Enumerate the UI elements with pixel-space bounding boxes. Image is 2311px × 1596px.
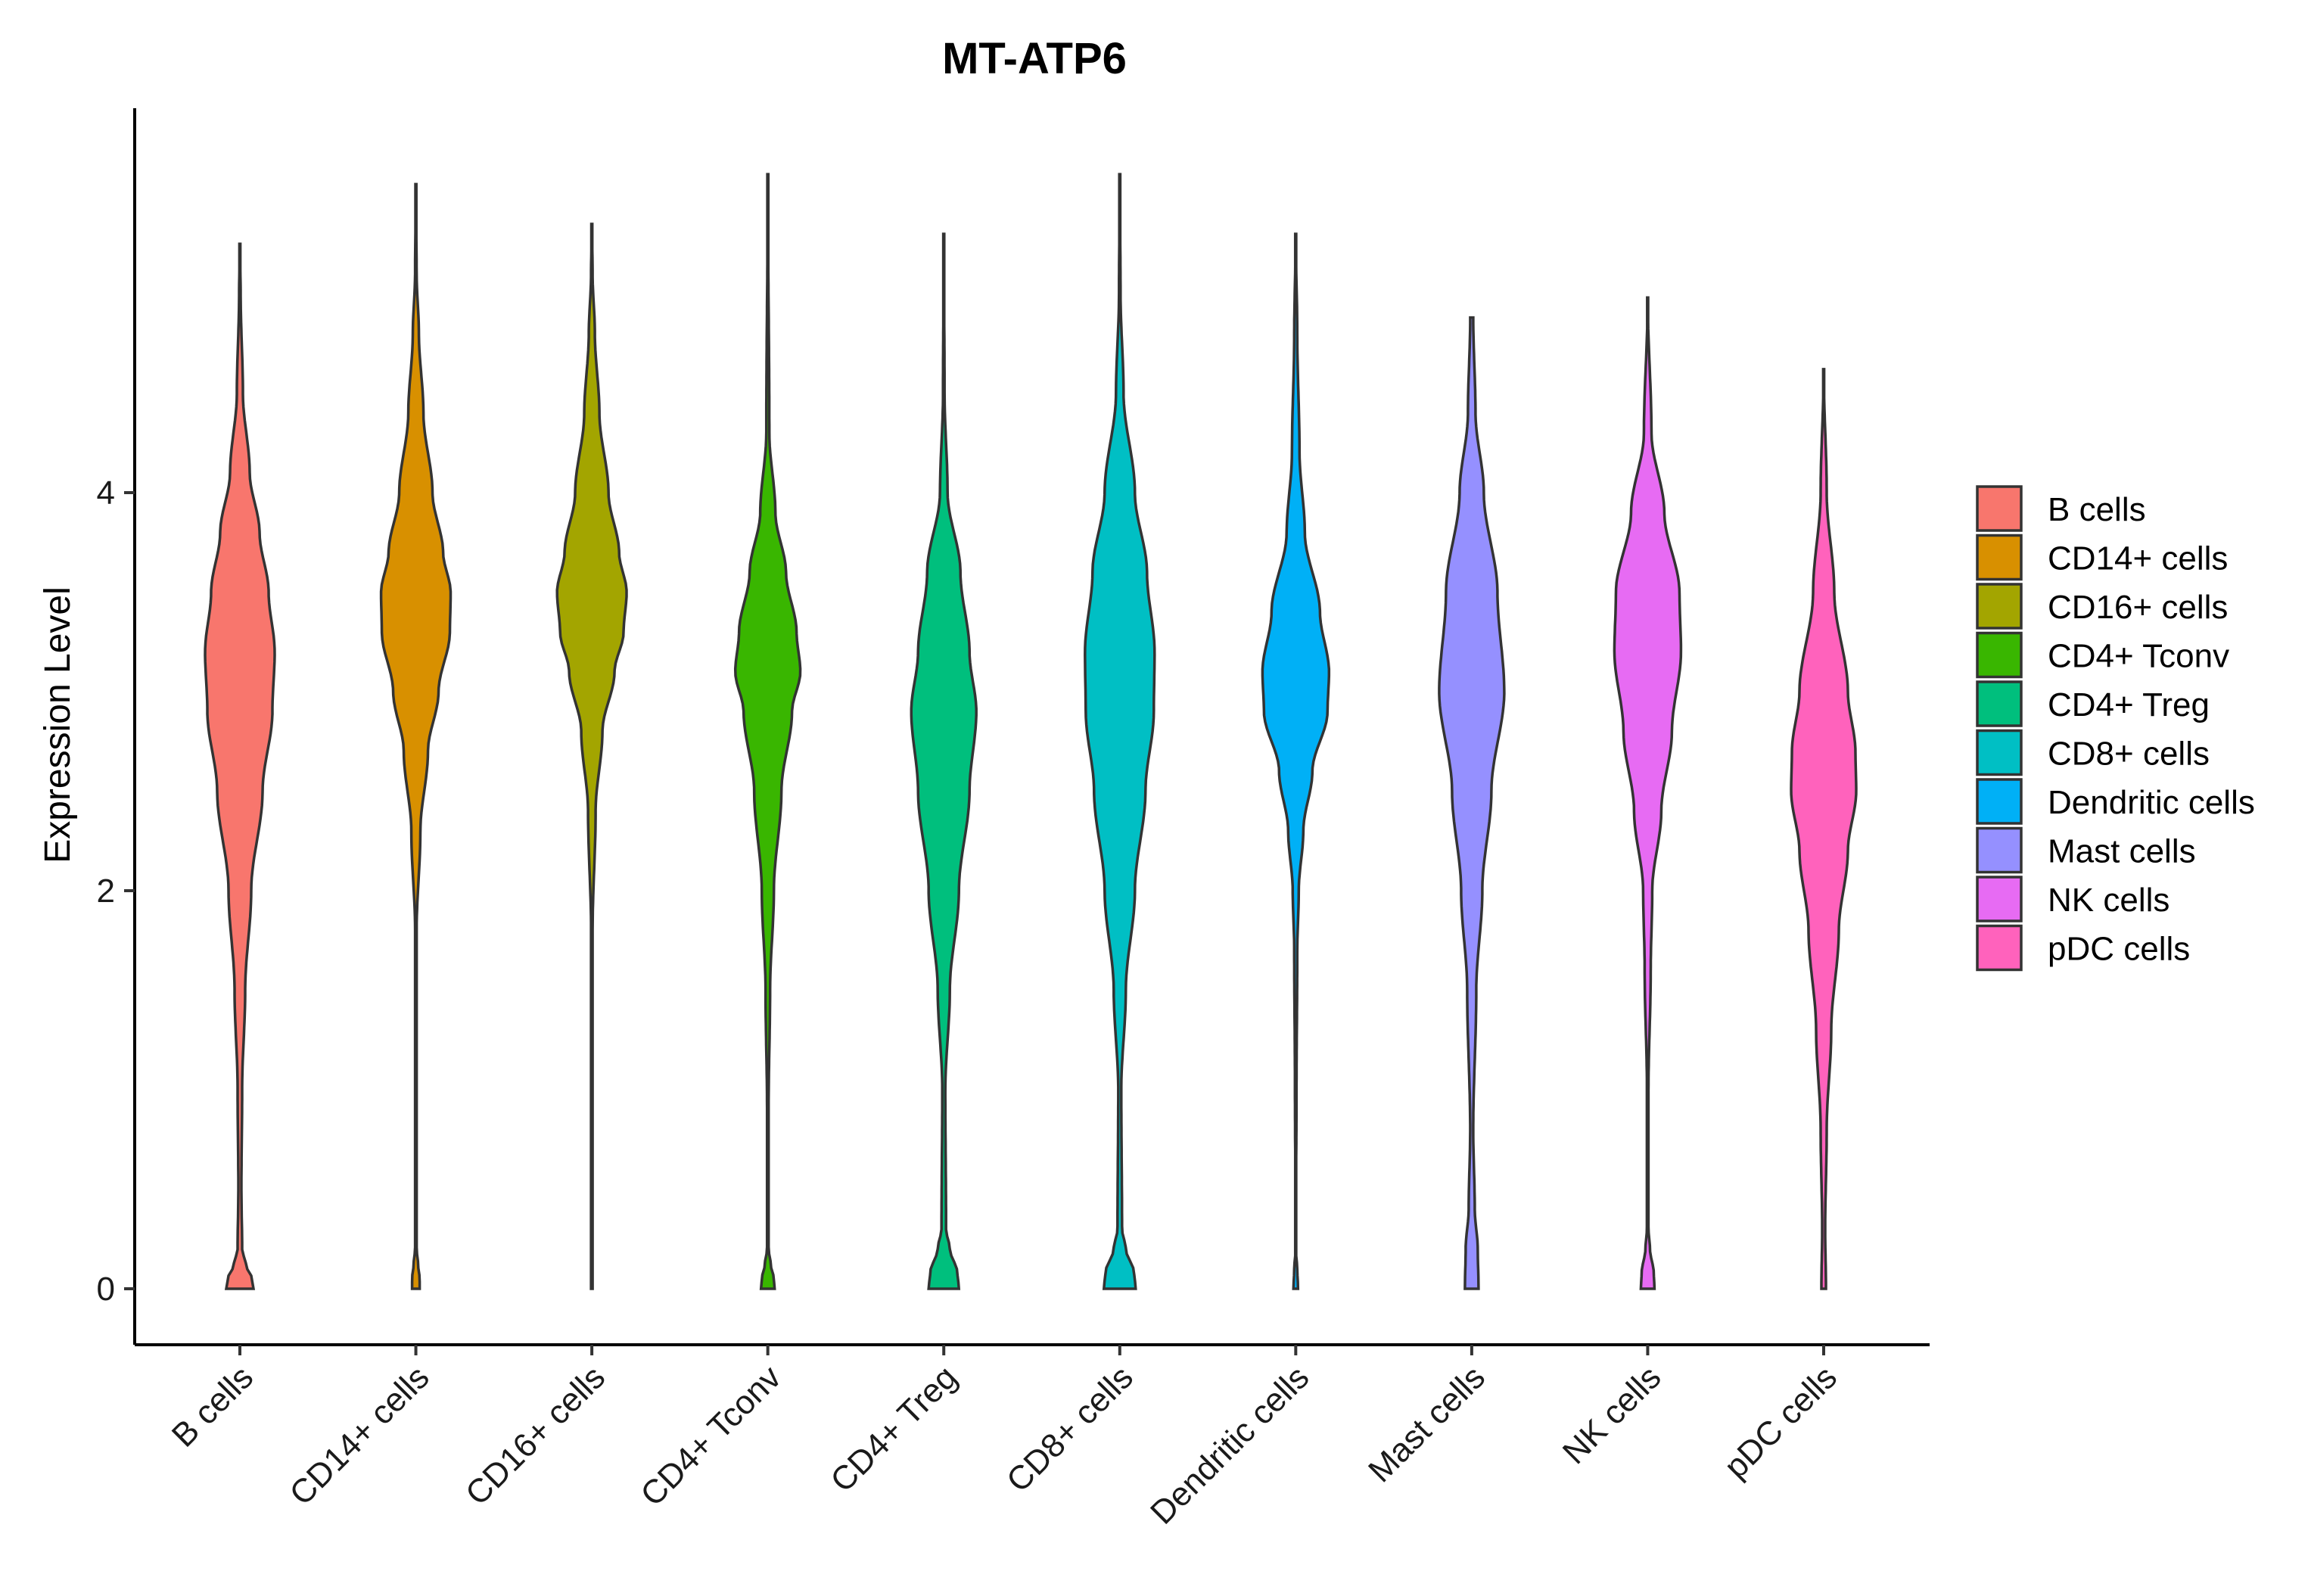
x-tick-label: Dendritic cells — [1143, 1358, 1316, 1531]
legend-label: CD16+ cells — [2048, 589, 2228, 626]
violin-dendritic-cells — [1261, 232, 1331, 1290]
legend-label: Dendritic cells — [2048, 784, 2255, 821]
violin-pdc-cells — [1790, 368, 1858, 1290]
legend-label: pDC cells — [2048, 931, 2190, 968]
x-tick-label: pDC cells — [1717, 1358, 1844, 1486]
legend-key — [1976, 485, 2023, 532]
legend-key — [1976, 826, 2023, 874]
legend-label: CD14+ cells — [2048, 540, 2228, 577]
legend-label: CD8+ cells — [2048, 736, 2210, 773]
legend-label: Mast cells — [2048, 833, 2196, 870]
legend-label: CD4+ Treg — [2048, 686, 2210, 723]
legend: B cells CD14+ cells CD16+ cells CD4+ Tconv C… — [1976, 485, 2255, 972]
violin-cd16-cells — [555, 222, 628, 1290]
violin-cd4-treg — [910, 232, 978, 1290]
x-tick-label: CD16+ cells — [459, 1358, 612, 1512]
violin-cd14-cells — [379, 182, 453, 1290]
x-tick-label: CD14+ cells — [282, 1358, 436, 1512]
legend-key — [1976, 778, 2023, 825]
violin-mast-cells — [1438, 316, 1506, 1290]
legend-key — [1976, 924, 2023, 972]
violin-cd8-cells — [1084, 173, 1156, 1290]
x-tick-label: B cells — [165, 1358, 260, 1454]
x-tick-label: CD4+ Treg — [823, 1358, 964, 1499]
x-tick-label: CD4+ Tconv — [633, 1358, 788, 1513]
legend-key — [1976, 583, 2023, 630]
legend-label: NK cells — [2048, 882, 2169, 919]
x-tick-label: Mast cells — [1361, 1358, 1492, 1489]
legend-key — [1976, 729, 2023, 776]
legend-label: B cells — [2048, 491, 2146, 528]
x-tick-label: CD8+ cells — [1000, 1358, 1140, 1499]
violin-cd4-tconv — [733, 173, 802, 1290]
x-tick-label: NK cells — [1556, 1358, 1669, 1471]
y-tick-label: 4 — [97, 474, 115, 512]
legend-label: CD4+ Tconv — [2048, 638, 2229, 675]
y-tick-label: 0 — [97, 1271, 115, 1308]
violin-nk-cells — [1613, 296, 1683, 1290]
legend-key — [1976, 876, 2023, 922]
chart-title: MT-ATP6 — [942, 34, 1127, 83]
y-tick-label: 2 — [97, 873, 115, 910]
legend-key — [1976, 631, 2023, 679]
legend-key — [1976, 680, 2023, 727]
violin-b-cells — [204, 242, 276, 1290]
violin-group — [204, 173, 1858, 1290]
y-axis-title: Expression Level — [38, 586, 78, 863]
legend-key — [1976, 534, 2023, 581]
